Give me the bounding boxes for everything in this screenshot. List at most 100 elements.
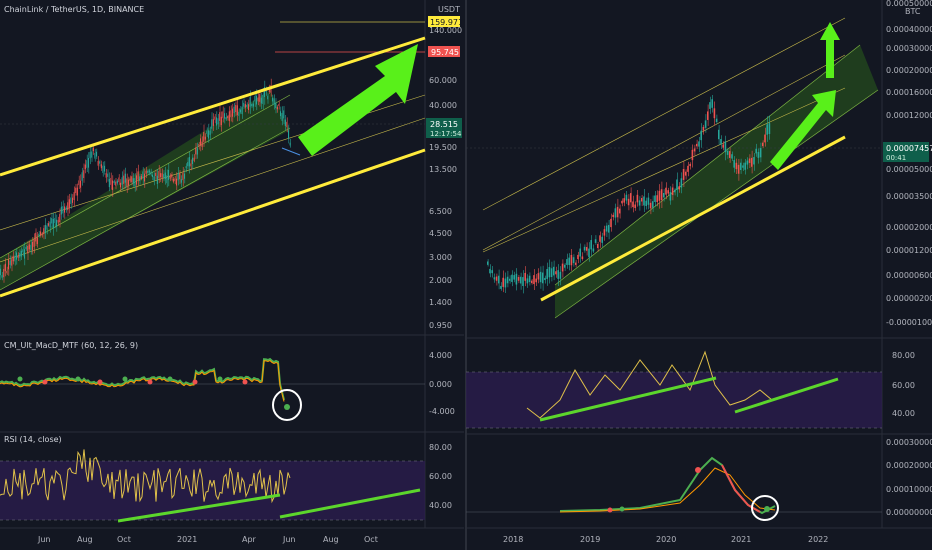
candle-body bbox=[491, 270, 493, 274]
candle-body bbox=[214, 116, 216, 120]
candle-body bbox=[216, 117, 217, 126]
candle-body bbox=[132, 178, 134, 184]
candle-body bbox=[134, 178, 136, 187]
candle-body bbox=[70, 197, 72, 204]
candle-body bbox=[30, 244, 32, 251]
candle-body bbox=[286, 121, 288, 128]
candle-body bbox=[92, 147, 94, 152]
candle-body bbox=[0, 268, 1, 276]
right-price-tick: 0.00002000 bbox=[886, 223, 932, 232]
candle-body bbox=[246, 104, 248, 107]
left-rsi-band bbox=[0, 461, 425, 520]
candle-body bbox=[586, 247, 588, 251]
candle-body bbox=[72, 197, 73, 203]
candle-body bbox=[590, 240, 592, 250]
candle-body bbox=[757, 151, 760, 158]
right-rsi-trend-1 bbox=[539, 376, 717, 422]
candle-body bbox=[680, 178, 683, 188]
left-macd-tick: 4.000 bbox=[429, 351, 452, 360]
candle-body bbox=[156, 175, 158, 184]
left-rsi-tick: 40.00 bbox=[429, 501, 452, 510]
right-rsi-tick: 60.00 bbox=[892, 381, 915, 390]
candle-body bbox=[182, 172, 184, 181]
candle-body bbox=[627, 198, 630, 206]
candle-body bbox=[654, 195, 656, 202]
candle-body bbox=[729, 151, 731, 158]
left-rsi-trend-2 bbox=[279, 488, 421, 519]
candle-body bbox=[682, 169, 685, 180]
right-yellow-support bbox=[540, 135, 846, 302]
candle-body bbox=[709, 102, 711, 109]
macd-cross-dot bbox=[192, 379, 198, 385]
candle-body bbox=[190, 163, 192, 167]
candle-body bbox=[177, 173, 179, 181]
candle-body bbox=[652, 201, 654, 208]
candle-body bbox=[645, 200, 647, 206]
candle-body bbox=[14, 255, 16, 262]
left-title: ChainLink / TetherUS, 1D, BINANCE bbox=[4, 5, 144, 14]
candle-body bbox=[623, 198, 625, 203]
candle-body bbox=[252, 103, 254, 107]
right-price-panel bbox=[466, 17, 882, 319]
candle-body bbox=[48, 223, 49, 226]
candle-body bbox=[238, 111, 240, 116]
candle-body bbox=[161, 173, 163, 178]
candle-body bbox=[140, 176, 142, 179]
candle-body bbox=[572, 257, 575, 264]
candle-body bbox=[64, 206, 65, 213]
right-channel-edge-bottom bbox=[554, 89, 879, 319]
left-mid-label: 95.745 bbox=[431, 48, 459, 57]
candle-body bbox=[164, 172, 166, 180]
candle-body bbox=[264, 87, 265, 97]
left-macd-cross-dots bbox=[17, 376, 248, 385]
right-macd-red-segment bbox=[721, 464, 761, 513]
candle-body bbox=[97, 160, 99, 166]
candle-body bbox=[676, 179, 678, 190]
right-macd-cross-dot bbox=[695, 467, 701, 473]
right-price-tick: 0.00000600 bbox=[886, 271, 932, 280]
candle-body bbox=[24, 249, 25, 259]
candle-body bbox=[542, 272, 544, 284]
candle-body bbox=[4, 263, 6, 272]
left-rsi-trend-1 bbox=[117, 493, 281, 523]
candle-body bbox=[726, 150, 729, 155]
candle-body bbox=[62, 206, 64, 214]
candle-body bbox=[65, 207, 67, 210]
right-channel-edge-top bbox=[554, 44, 861, 286]
candle-body bbox=[233, 106, 235, 114]
candle-body bbox=[232, 108, 233, 117]
candle-body bbox=[636, 194, 639, 203]
candle-body bbox=[121, 177, 123, 185]
candle-body bbox=[711, 99, 713, 108]
candle-body bbox=[768, 123, 771, 135]
candle-body bbox=[511, 274, 513, 282]
macd-cross-dot bbox=[147, 379, 153, 385]
candle-body bbox=[748, 158, 751, 163]
right-thin-projection-3 bbox=[482, 54, 846, 251]
candle-body bbox=[172, 178, 174, 182]
candle-body bbox=[142, 171, 144, 179]
candle-body bbox=[722, 144, 724, 148]
candle-body bbox=[647, 197, 650, 205]
candle-body bbox=[280, 111, 281, 117]
candle-body bbox=[588, 248, 590, 258]
candle-body bbox=[685, 171, 687, 176]
candle-body bbox=[625, 194, 628, 201]
candle-body bbox=[693, 148, 696, 152]
candle-body bbox=[107, 173, 109, 177]
candle-body bbox=[91, 151, 93, 158]
candle-body bbox=[284, 119, 286, 126]
candle-body bbox=[599, 235, 601, 242]
right-rsi-tick: 80.00 bbox=[892, 351, 915, 360]
candle-body bbox=[148, 170, 150, 173]
candle-body bbox=[187, 162, 189, 167]
candle-body bbox=[267, 95, 269, 100]
left-axis-unit: USDT bbox=[438, 5, 460, 14]
right-axis-unit: BTC bbox=[905, 7, 921, 16]
candle-body bbox=[27, 245, 29, 254]
candle-body bbox=[678, 186, 680, 190]
candle-body bbox=[254, 95, 256, 102]
candle-body bbox=[597, 244, 599, 249]
left-price-panel bbox=[0, 21, 426, 298]
